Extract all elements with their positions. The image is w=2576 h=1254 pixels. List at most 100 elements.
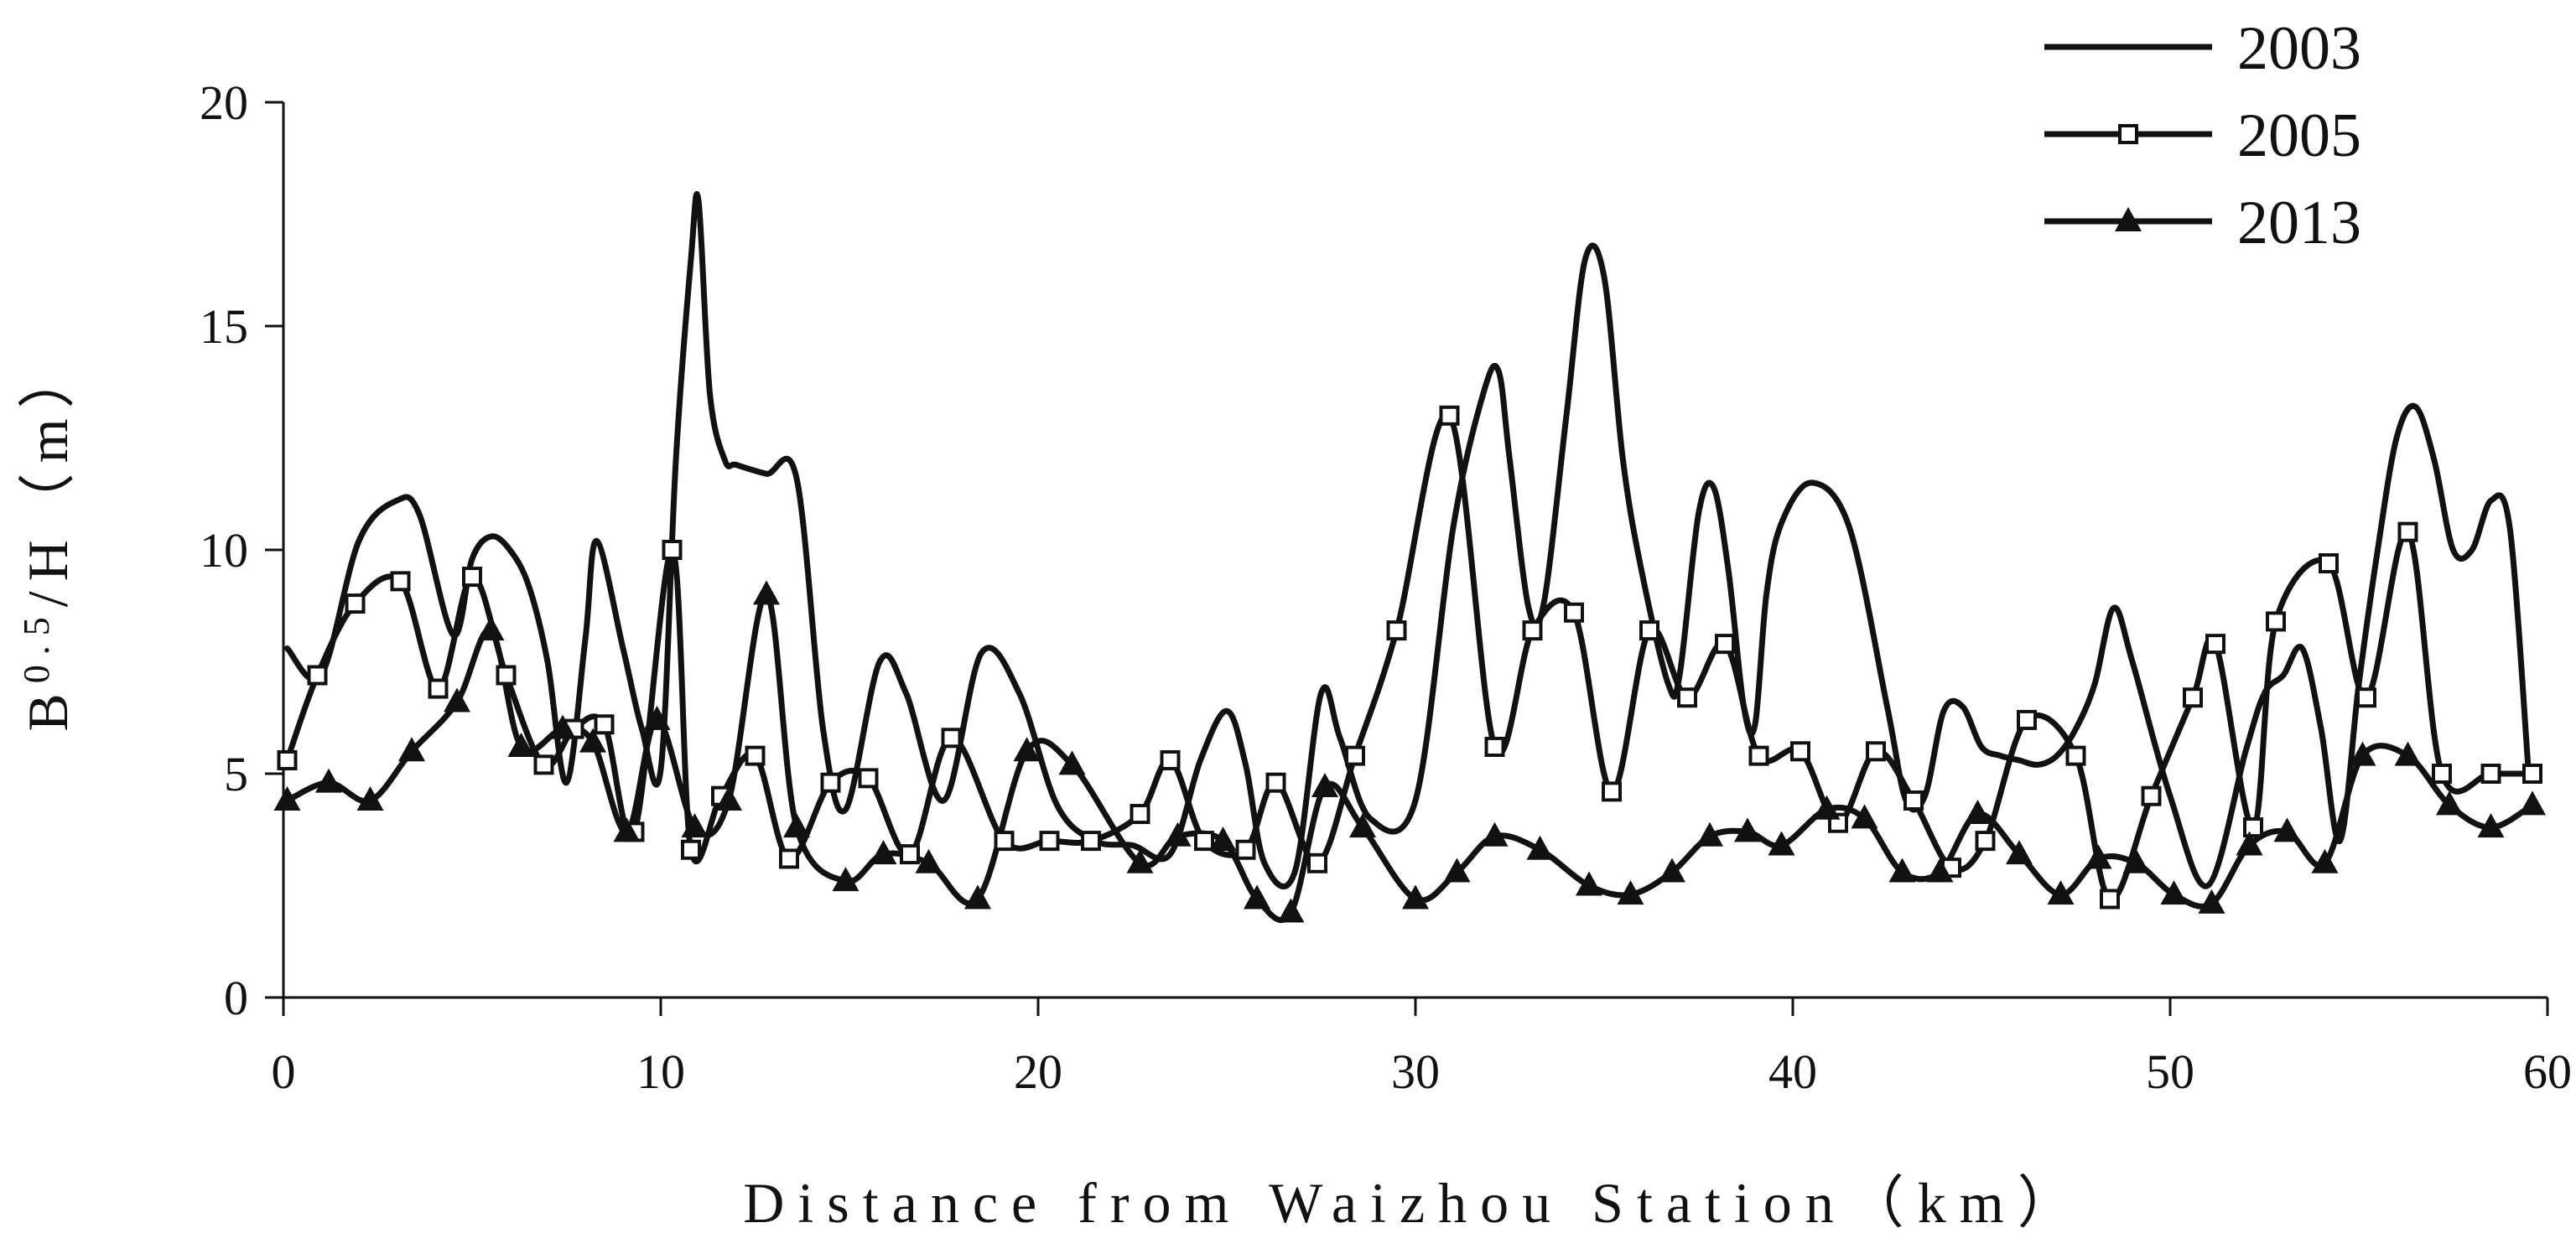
data-point-2005: [941, 728, 962, 749]
data-point-2013: [832, 867, 860, 892]
data-point-2005: [745, 745, 766, 766]
data-point-2005: [1439, 405, 1460, 426]
data-point-2005: [1484, 736, 1505, 757]
data-point-2005: [2183, 687, 2203, 708]
y-tick-label: 0: [224, 971, 248, 1025]
x-axis-title: Distance from Waizhou Station（km）: [743, 1171, 2087, 1235]
x-tick-label: 60: [2523, 1044, 2572, 1099]
series-line-2003: [284, 191, 2532, 889]
data-point-2013: [1734, 817, 1761, 842]
data-point-2013: [613, 817, 641, 842]
legend-label-2005: 2005: [2237, 101, 2361, 170]
data-point-2013: [1481, 821, 1509, 847]
y-axis-title-rest: /H（m）: [16, 341, 80, 607]
data-point-2013: [715, 786, 742, 811]
data-point-2013: [1926, 858, 1954, 883]
data-point-2005: [594, 714, 615, 735]
data-point-2005: [2356, 687, 2376, 708]
data-point-2005: [1866, 741, 1886, 762]
data-point-2005: [820, 772, 841, 793]
data-point-2013: [273, 786, 301, 811]
data-point-2013: [2311, 848, 2339, 873]
data-point-2013: [2349, 741, 2376, 766]
data-point-2013: [1526, 835, 1554, 860]
data-point-2005: [2432, 764, 2452, 784]
data-point-2005: [1160, 749, 1181, 770]
data-point-2013: [2519, 790, 2546, 816]
data-point-2013: [2198, 889, 2225, 914]
data-point-2005: [2522, 764, 2542, 784]
y-axis-title: B0.5/H（m）: [16, 341, 80, 731]
data-point-2005: [1345, 745, 1365, 766]
data-point-2013: [964, 884, 991, 909]
data-point-2013: [1851, 804, 1878, 829]
y-tick-label: 20: [200, 75, 248, 130]
data-point-2005: [2141, 785, 2162, 806]
data-point-2005: [1039, 831, 1060, 852]
y-tick-label: 10: [200, 523, 248, 578]
data-point-2005: [2266, 611, 2286, 632]
data-point-2013: [2394, 741, 2422, 766]
data-point-2005: [2397, 521, 2418, 542]
data-point-2013: [643, 705, 671, 730]
data-point-2013: [1349, 813, 1376, 838]
data-point-2005: [2480, 764, 2501, 784]
data-point-2013: [2436, 790, 2463, 816]
data-point-2013: [1617, 880, 1644, 905]
data-point-2005: [994, 831, 1015, 852]
data-point-2005: [1235, 839, 1256, 860]
data-point-2013: [356, 786, 384, 811]
data-point-2013: [681, 813, 709, 838]
data-point-2005: [1903, 790, 1924, 811]
data-point-2013: [2006, 840, 2033, 865]
data-point-2013: [444, 687, 470, 712]
data-point-2013: [1964, 800, 1992, 825]
legend-label-2003: 2003: [2237, 14, 2361, 83]
data-point-2005: [1307, 852, 1327, 873]
data-point-2013: [1164, 821, 1192, 847]
legend-marker-2005: [2118, 124, 2138, 144]
y-axis-title-superscript: 0.5: [16, 607, 57, 683]
data-point-2013: [1126, 848, 1154, 873]
data-point-2005: [2100, 889, 2120, 909]
data-point-2005: [1639, 620, 1659, 641]
y-tick-label: 5: [224, 747, 248, 801]
data-point-2005: [533, 754, 554, 775]
data-point-2005: [1748, 745, 1769, 766]
legend-marker-2013: [2115, 207, 2142, 231]
data-point-2005: [1081, 831, 1101, 852]
data-point-2013: [2122, 848, 2150, 873]
markers-layer: [273, 405, 2546, 923]
data-point-2013: [477, 616, 505, 641]
data-point-2013: [507, 732, 535, 757]
x-tick-label: 30: [1391, 1044, 1440, 1099]
data-point-2013: [870, 840, 897, 865]
legend-label-2013: 2013: [2237, 189, 2361, 257]
data-point-2013: [753, 580, 780, 605]
data-point-2005: [428, 678, 449, 699]
data-point-2013: [398, 737, 425, 762]
data-point-2005: [1194, 831, 1214, 852]
x-tick-label: 50: [2146, 1044, 2194, 1099]
data-point-2005: [1790, 741, 1810, 762]
data-point-2005: [900, 844, 920, 865]
axes: 0 5 10 15 20 0 10 20 30 40 50 60: [200, 75, 2572, 1099]
data-point-2005: [779, 848, 799, 869]
data-point-2013: [2085, 844, 2112, 869]
data-point-2005: [1522, 620, 1543, 641]
data-point-2005: [390, 571, 411, 592]
data-point-2005: [1975, 831, 1996, 852]
series-layer: [284, 191, 2536, 923]
data-point-2005: [1677, 687, 1697, 708]
data-point-2005: [2205, 634, 2225, 655]
data-point-2005: [2017, 709, 2037, 730]
x-tick-label: 20: [1014, 1044, 1062, 1099]
data-point-2005: [1386, 620, 1407, 641]
data-point-2005: [277, 749, 298, 770]
data-point-2013: [783, 813, 810, 838]
data-point-2013: [1013, 737, 1041, 762]
data-point-2013: [1888, 858, 1916, 883]
data-point-2013: [2477, 813, 2505, 838]
data-point-2013: [1696, 821, 1723, 847]
data-point-2013: [1576, 871, 1602, 896]
